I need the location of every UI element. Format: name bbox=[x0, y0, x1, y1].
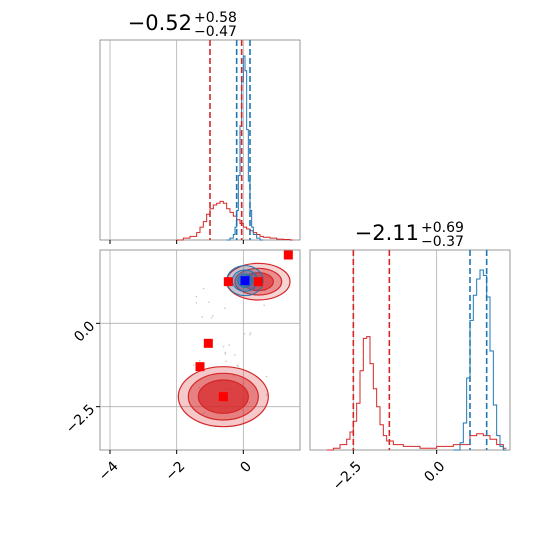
panel-hist-param1: −0.52 +0.58 −0.47 bbox=[99, 10, 301, 244]
sample-point bbox=[210, 316, 213, 319]
sample-point bbox=[232, 375, 235, 377]
sample-point bbox=[224, 307, 226, 310]
sample-point bbox=[208, 301, 210, 303]
marker-square bbox=[283, 250, 293, 260]
y-tick-label: −2.5 bbox=[63, 402, 98, 437]
panel-hist-param2-xticks: −2.5 0.0 bbox=[330, 450, 448, 494]
marker-square bbox=[240, 276, 250, 286]
marker-square bbox=[253, 277, 263, 287]
panel-2d-param1-param2: −4 −2 0 0.0 −2.5 bbox=[63, 249, 301, 484]
sample-point bbox=[195, 295, 198, 298]
sample-point bbox=[201, 316, 204, 318]
y-tick-label: 0.0 bbox=[71, 318, 98, 345]
sample-point bbox=[248, 401, 251, 404]
sample-point bbox=[265, 375, 268, 378]
sample-point bbox=[211, 315, 214, 317]
panel-2d-content bbox=[177, 250, 293, 428]
sample-point bbox=[195, 302, 198, 304]
panel-hist-param2: −2.5 0.0 −2.11 +0.69 −0.37 bbox=[309, 220, 511, 494]
sample-point bbox=[243, 332, 246, 335]
sample-point bbox=[237, 365, 240, 368]
sample-point bbox=[228, 344, 231, 347]
param2-title-minus: −0.37 bbox=[421, 234, 464, 250]
param1-title-median: −0.52 bbox=[128, 11, 192, 35]
sample-point bbox=[265, 393, 268, 396]
panel-hist-param2-content bbox=[326, 250, 507, 451]
param2-title-plus: +0.69 bbox=[421, 220, 464, 236]
sample-point bbox=[236, 364, 238, 367]
x-tick-label: −4 bbox=[96, 458, 122, 484]
sample-point bbox=[234, 354, 236, 356]
panel-hist-param2-frame bbox=[309, 249, 511, 451]
marker-square bbox=[218, 392, 228, 402]
panel-hist-param1-frame bbox=[99, 39, 301, 241]
marker-square bbox=[203, 338, 213, 348]
sample-point bbox=[242, 381, 245, 384]
sample-point bbox=[225, 360, 227, 363]
sample-point bbox=[249, 332, 252, 334]
x-tick-label: −2.5 bbox=[330, 458, 365, 493]
param2-title-median: −2.11 bbox=[355, 221, 419, 245]
marker-square bbox=[195, 362, 205, 372]
hist-param1-blue bbox=[226, 55, 263, 241]
sample-point bbox=[241, 408, 244, 411]
hist-param2-blue bbox=[453, 269, 507, 451]
param1-title-plus: +0.58 bbox=[194, 10, 237, 26]
sample-point bbox=[198, 386, 201, 389]
panel-hist-param1-content bbox=[109, 40, 293, 244]
x-tick-label: −2 bbox=[162, 458, 188, 484]
sample-point bbox=[248, 333, 251, 336]
hist-param1-red bbox=[176, 200, 293, 241]
sample-point bbox=[202, 287, 205, 290]
sample-point bbox=[263, 304, 265, 307]
sample-point bbox=[224, 353, 226, 355]
sample-point bbox=[224, 351, 227, 354]
panel-2d-xticks: −4 −2 0 bbox=[96, 450, 255, 484]
x-tick-label: 0 bbox=[237, 458, 255, 476]
param1-title-minus: −0.47 bbox=[194, 24, 237, 40]
sample-point bbox=[222, 345, 225, 348]
panel-2d-yticks: 0.0 −2.5 bbox=[63, 318, 100, 437]
sample-point bbox=[198, 359, 201, 362]
x-tick-label: 0.0 bbox=[421, 458, 448, 485]
sample-point bbox=[193, 364, 195, 366]
sample-point bbox=[203, 412, 205, 415]
marker-square bbox=[223, 277, 233, 287]
